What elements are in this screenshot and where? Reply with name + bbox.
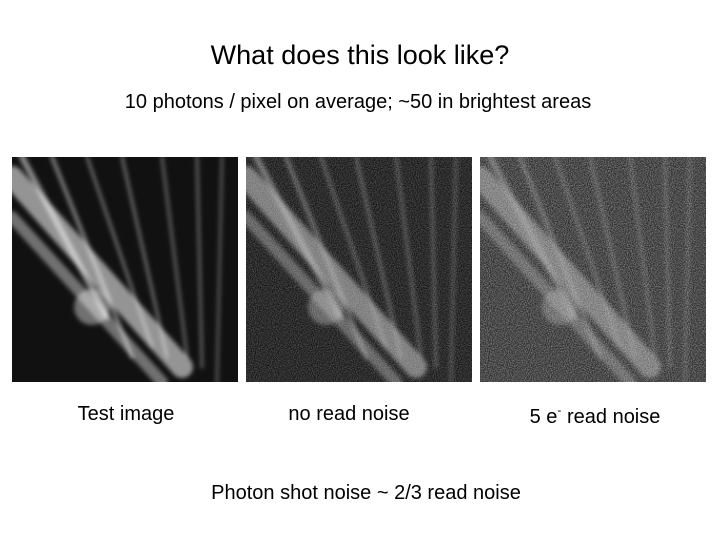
footer-note: Photon shot noise ~ 2/3 read noise	[211, 482, 521, 504]
superscript: -	[557, 403, 562, 417]
caption-part: read noise	[561, 406, 661, 428]
subtitle: 10 photons / pixel on average; ~50 in br…	[124, 91, 592, 113]
title: What does this look like?	[210, 40, 510, 70]
caption-part: 5 e	[529, 406, 558, 428]
read-noise-image	[480, 157, 706, 382]
test-image	[12, 157, 238, 382]
caption: Test image	[77, 403, 175, 425]
caption: no read noise	[288, 403, 410, 425]
caption: 5 e- read noise	[530, 403, 661, 429]
no-read-noise-image	[246, 157, 472, 382]
